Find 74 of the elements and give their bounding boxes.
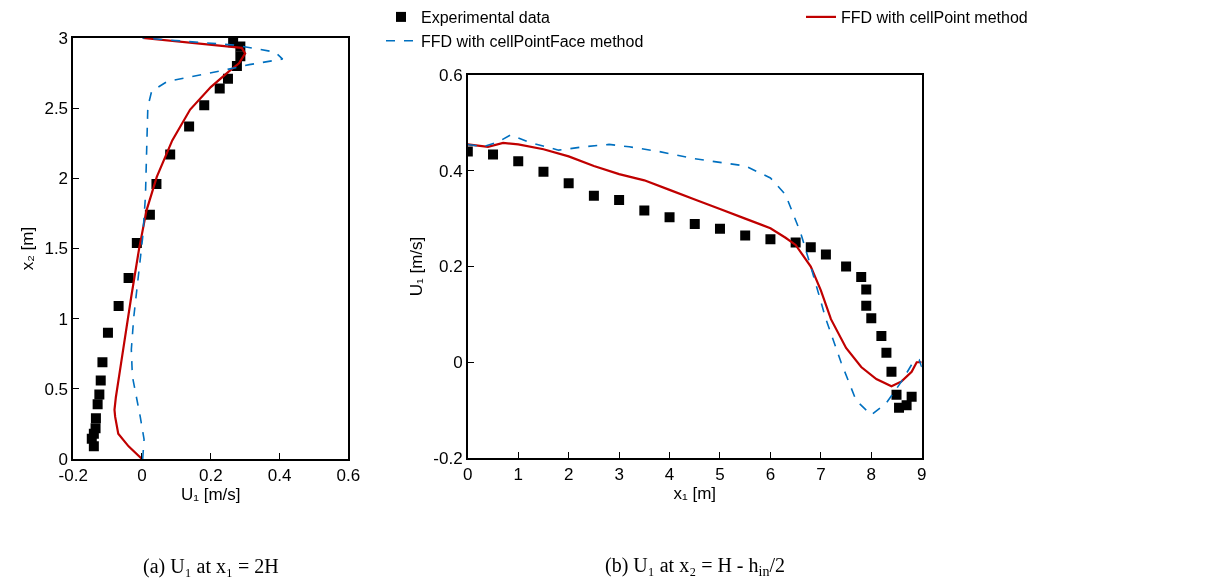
point	[856, 272, 867, 283]
y-tick-label: 1.5	[44, 239, 69, 259]
point	[906, 391, 917, 402]
point	[92, 399, 103, 410]
point	[94, 389, 105, 400]
point	[538, 166, 549, 177]
point	[714, 223, 725, 234]
point	[805, 242, 816, 253]
y-axis-title: U₁ [m/s]	[407, 236, 427, 297]
point	[199, 100, 210, 111]
point	[765, 234, 776, 245]
point	[614, 194, 625, 205]
point	[866, 313, 877, 324]
point	[861, 300, 872, 311]
point	[214, 83, 225, 94]
point	[563, 178, 574, 189]
x-tick-label: 6	[765, 465, 776, 485]
x-tick-label: 5	[715, 465, 725, 485]
line-series	[113, 38, 247, 459]
point	[876, 330, 887, 341]
x-tick-label: 1	[513, 465, 523, 485]
y-tick-label: 3	[58, 28, 69, 48]
point	[891, 389, 902, 400]
point	[740, 230, 751, 241]
x-tick-label: 0	[137, 466, 147, 486]
x-tick-label: 8	[866, 465, 877, 485]
point	[123, 272, 134, 283]
x-tick-label: 0.4	[267, 466, 292, 486]
x-tick-label: 0.6	[336, 466, 361, 486]
y-tick-label: -0.2	[433, 448, 463, 468]
point	[95, 375, 106, 386]
legend-label: FFD with cellPoint method	[841, 9, 1028, 27]
point	[102, 327, 113, 338]
point	[820, 249, 831, 260]
point	[90, 413, 101, 424]
point	[88, 441, 99, 452]
point	[97, 357, 108, 368]
point	[588, 190, 599, 201]
text: (b) U₁ at x₂ = H - h$_{in}$/2	[605, 554, 785, 580]
x-axis-title: x₁ [m]	[673, 484, 717, 504]
point	[222, 73, 233, 84]
x-axis-title: U₁ [m/s]	[180, 485, 241, 505]
x-tick-label: 4	[664, 465, 675, 485]
point	[513, 156, 524, 167]
y-tick-label: 2.5	[44, 99, 69, 119]
x-tick-label: 9	[917, 465, 927, 485]
point	[488, 149, 499, 160]
y-tick-label: 0	[58, 449, 69, 469]
legend-label: Experimental data	[421, 9, 551, 27]
point	[639, 205, 650, 216]
line-series	[130, 38, 284, 459]
x-tick-label: 0.2	[198, 466, 223, 486]
point	[689, 218, 700, 229]
point	[841, 261, 852, 272]
x-tick-label: 2	[563, 465, 574, 485]
point	[184, 121, 195, 132]
y-tick-label: 0.6	[439, 65, 463, 85]
y-tick-label: 1	[58, 309, 69, 329]
y-tick-label: 0.5	[44, 379, 69, 399]
y-tick-label: 0.4	[439, 161, 463, 181]
y-tick-label: 0	[453, 353, 463, 373]
y-axis-title: x₂ [m]	[18, 226, 38, 271]
text: (a) U₁ at x₁ = 2H	[143, 555, 279, 578]
point	[881, 347, 892, 358]
point	[861, 284, 872, 295]
y-tick-label: 0.2	[439, 257, 463, 277]
point	[886, 366, 897, 377]
y-tick-label: 2	[58, 169, 69, 189]
point	[901, 400, 912, 411]
point	[664, 212, 675, 223]
legend-label: FFD with cellPointFace method	[421, 32, 644, 50]
x-tick-label: 7	[816, 465, 826, 485]
x-tick-label: 3	[614, 465, 624, 485]
point	[113, 301, 124, 312]
